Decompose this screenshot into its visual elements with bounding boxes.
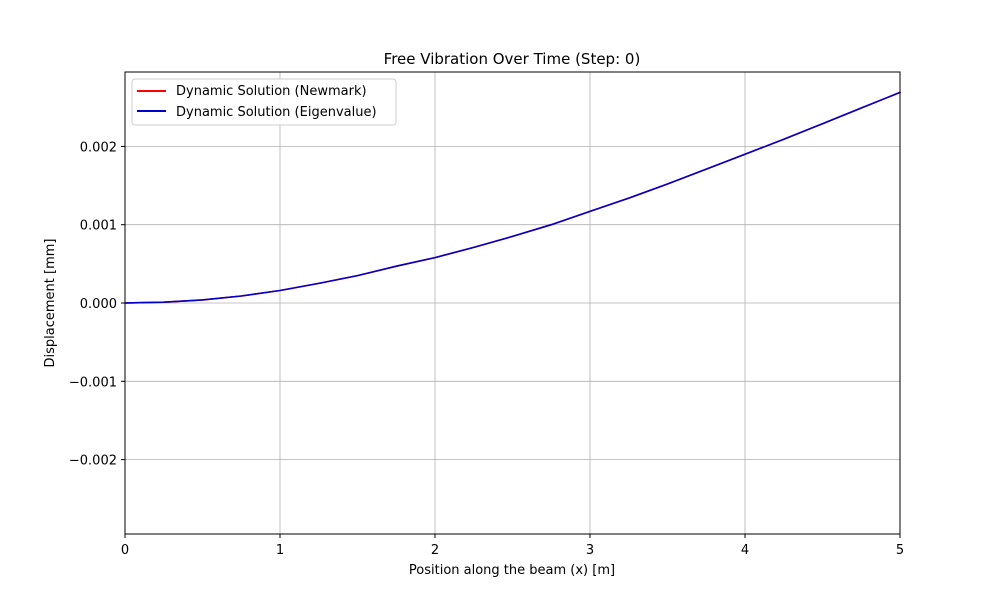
y-tick-label: −0.002 <box>69 454 117 469</box>
x-tick-label: 4 <box>741 543 749 558</box>
y-tick-label: 0.000 <box>80 297 117 312</box>
legend-label-eigenvalue: Dynamic Solution (Eigenvalue) <box>176 105 377 120</box>
series-line-1 <box>124 91 901 304</box>
legend: Dynamic Solution (Newmark) Dynamic Solut… <box>131 78 397 126</box>
y-axis-ticks: −0.002 −0.001 0.000 0.001 0.002 <box>69 140 125 469</box>
y-axis-title: Displacement [mm] <box>43 239 58 368</box>
y-tick-label: 0.002 <box>80 140 117 155</box>
x-tick-label: 1 <box>276 543 284 558</box>
x-tick-label: 0 <box>121 543 129 558</box>
y-tick-label: −0.001 <box>69 375 117 390</box>
chart-title: Free Vibration Over Time (Step: 0) <box>384 50 641 68</box>
x-axis-ticks: 0 1 2 3 4 5 <box>121 534 904 558</box>
legend-label-newmark: Dynamic Solution (Newmark) <box>176 84 367 99</box>
x-axis-title: Position along the beam (x) [m] <box>409 563 615 578</box>
series-lines <box>124 91 901 304</box>
x-tick-label: 3 <box>586 543 594 558</box>
x-tick-label: 2 <box>431 543 439 558</box>
x-tick-label: 5 <box>896 543 904 558</box>
legend-box <box>131 78 397 126</box>
y-tick-label: 0.001 <box>80 219 117 234</box>
